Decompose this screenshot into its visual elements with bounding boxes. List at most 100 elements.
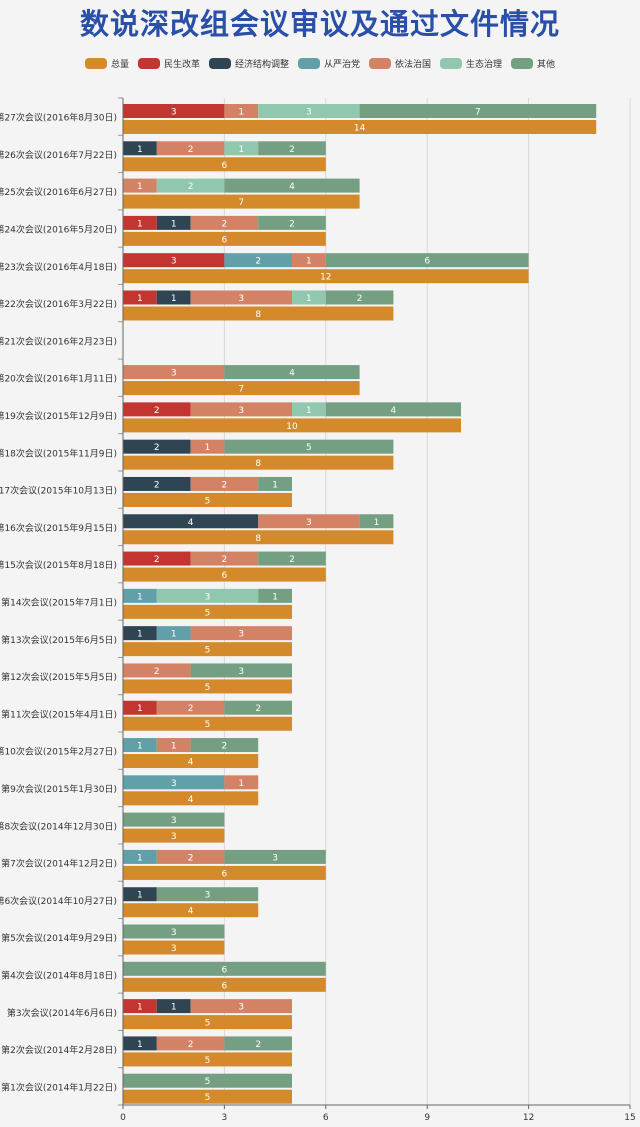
legend-item[interactable]: 总量 xyxy=(84,57,129,70)
bar-segment xyxy=(156,626,191,641)
total-bar xyxy=(123,1089,292,1104)
bar-segment xyxy=(292,253,326,268)
bar-segment xyxy=(190,999,292,1014)
total-label: 6 xyxy=(222,571,228,581)
data-label: 3 xyxy=(171,928,177,938)
bar-segment xyxy=(190,290,292,305)
bar-segment xyxy=(190,215,259,230)
data-label: 2 xyxy=(188,182,194,192)
legend-item[interactable]: 从严治党 xyxy=(297,57,360,70)
category-label: 第1次会议(2014年1月22日) xyxy=(1,1081,117,1093)
legend-item[interactable]: 依法治国 xyxy=(369,57,431,70)
bar-segment xyxy=(123,476,191,491)
x-tick-label: 0 xyxy=(120,1113,126,1123)
x-tick-label: 12 xyxy=(523,1113,534,1123)
total-label: 4 xyxy=(188,758,194,768)
bar-segment xyxy=(258,551,326,566)
bar-segment xyxy=(258,476,292,491)
data-label: 1 xyxy=(137,853,143,863)
data-label: 1 xyxy=(238,779,244,789)
bar-segment xyxy=(156,215,191,230)
bar-segment xyxy=(156,1036,225,1051)
legend-item[interactable]: 经济结构调整 xyxy=(208,57,289,70)
bar-segment xyxy=(123,514,259,529)
data-label: 1 xyxy=(272,592,278,602)
data-label: 3 xyxy=(171,816,177,826)
data-label: 3 xyxy=(205,891,211,901)
bar-segment xyxy=(359,514,394,529)
category-label: 第19次会议(2015年12月9日) xyxy=(0,410,117,422)
data-label: 2 xyxy=(188,145,194,155)
legend-label: 经济结构调整 xyxy=(234,59,289,70)
legend-label: 从严治党 xyxy=(323,59,360,70)
x-tick-label: 15 xyxy=(624,1113,635,1123)
data-label: 4 xyxy=(289,182,295,192)
data-label: 2 xyxy=(289,145,295,155)
data-label: 3 xyxy=(238,294,244,304)
legend-item[interactable]: 民生改革 xyxy=(137,57,200,70)
data-label: 1 xyxy=(171,742,177,752)
bar-segment xyxy=(359,104,597,118)
data-label: 1 xyxy=(137,1040,143,1050)
bar-segment xyxy=(123,1036,157,1051)
bar-segment xyxy=(123,999,157,1014)
bar-segment xyxy=(224,253,292,268)
category-label: 第12次会议(2015年5月5日) xyxy=(1,671,117,683)
total-bar xyxy=(123,530,394,545)
bar-segment xyxy=(123,887,157,902)
bar-segment xyxy=(123,738,157,753)
legend-label: 其他 xyxy=(537,59,556,70)
total-bar xyxy=(123,716,292,731)
data-label: 1 xyxy=(374,518,380,528)
bar-segment xyxy=(123,849,157,864)
category-label: 第8次会议(2014年12月30日) xyxy=(0,820,117,832)
data-label: 2 xyxy=(289,219,295,229)
bar-segment xyxy=(156,999,191,1014)
data-label: 1 xyxy=(137,294,143,304)
total-bar xyxy=(123,1052,292,1067)
total-label: 6 xyxy=(222,981,228,991)
category-label: 第2次会议(2014年2月28日) xyxy=(1,1044,117,1056)
total-bar xyxy=(123,455,394,470)
data-label: 3 xyxy=(171,108,177,118)
data-label: 1 xyxy=(306,406,312,416)
total-label: 5 xyxy=(205,683,211,693)
total-label: 10 xyxy=(286,422,298,432)
category-label: 第25次会议(2016年6月27日) xyxy=(0,186,117,198)
data-label: 1 xyxy=(137,219,143,229)
bar-segment xyxy=(123,253,225,268)
bar-segment xyxy=(224,439,394,454)
bar-segment xyxy=(123,439,191,454)
legend-item[interactable]: 其他 xyxy=(511,57,555,70)
category-label: 第4次会议(2014年8月18日) xyxy=(1,969,117,981)
category-label: 第20次会议(2016年1月11日) xyxy=(0,373,117,385)
bar-segment xyxy=(292,402,326,417)
total-label: 5 xyxy=(205,1056,211,1066)
category-label: 第6次会议(2014年10月27日) xyxy=(0,895,117,907)
category-label: 第10次会议(2015年2月27日) xyxy=(0,746,117,758)
data-label: 2 xyxy=(255,704,261,714)
category-label: 第22次会议(2016年3月22日) xyxy=(0,298,117,310)
data-label: 2 xyxy=(188,853,194,863)
bar-segment xyxy=(123,700,157,715)
total-bar xyxy=(123,418,461,433)
data-label: 1 xyxy=(137,145,143,155)
data-label: 1 xyxy=(137,182,143,192)
data-label: 2 xyxy=(222,219,228,229)
data-label: 1 xyxy=(306,257,312,267)
data-label: 1 xyxy=(238,108,244,118)
total-label: 8 xyxy=(255,310,261,320)
data-label: 1 xyxy=(137,1003,143,1013)
bar-segment xyxy=(123,365,225,380)
total-label: 5 xyxy=(205,608,211,618)
legend-item[interactable]: 生态治理 xyxy=(440,57,502,70)
total-bar xyxy=(123,679,292,694)
data-label: 3 xyxy=(238,630,244,640)
total-label: 8 xyxy=(255,534,261,544)
data-label: 7 xyxy=(475,108,481,118)
total-bar xyxy=(123,642,292,657)
category-label: 第14次会议(2015年7月1日) xyxy=(1,597,117,609)
total-label: 5 xyxy=(205,1019,211,1029)
bar-segment xyxy=(190,663,292,678)
data-label: 5 xyxy=(306,443,312,453)
